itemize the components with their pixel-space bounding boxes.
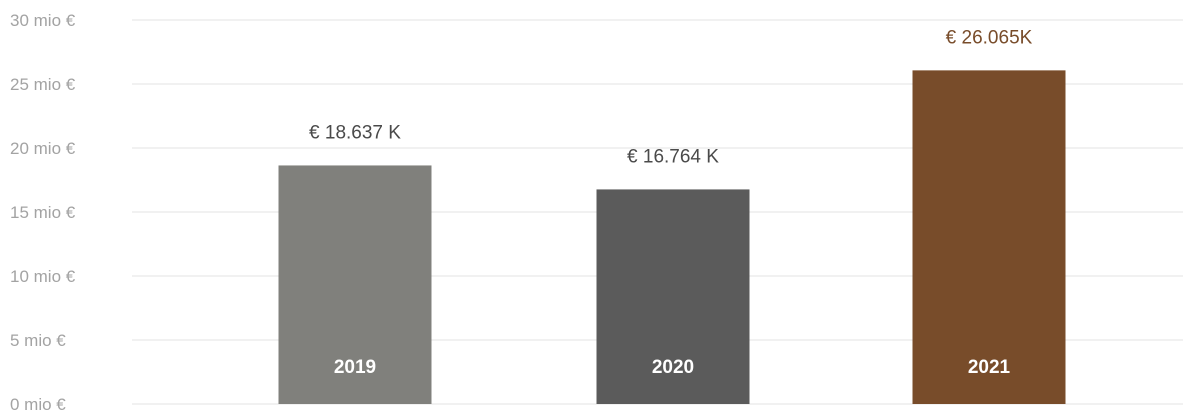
category-label: 2020 (652, 357, 694, 378)
y-tick-label: 15 mio € (10, 203, 76, 222)
value-label: € 16.764 K (627, 146, 719, 167)
value-labels: € 18.637 K € 16.764 K € 26.065K (309, 27, 1033, 167)
category-label: 2019 (334, 357, 376, 378)
bar-2019 (278, 165, 432, 404)
y-tick-label: 10 mio € (10, 267, 76, 286)
y-tick-label: 25 mio € (10, 75, 76, 94)
y-tick-label: 0 mio € (10, 395, 66, 412)
y-tick-label: 30 mio € (10, 11, 76, 30)
value-label: € 26.065K (946, 27, 1033, 48)
value-label: € 18.637 K (309, 122, 401, 143)
bar-2021 (912, 70, 1066, 405)
bar-2020 (596, 189, 750, 404)
y-tick-label: 20 mio € (10, 139, 76, 158)
y-axis-tick-labels: 0 mio € 5 mio € 10 mio € 15 mio € 20 mio € 25… (10, 11, 76, 412)
bars (278, 70, 1066, 405)
y-tick-label: 5 mio € (10, 331, 66, 350)
category-labels: 2019 2020 2021 (334, 357, 1011, 378)
category-label: 2021 (968, 357, 1011, 378)
